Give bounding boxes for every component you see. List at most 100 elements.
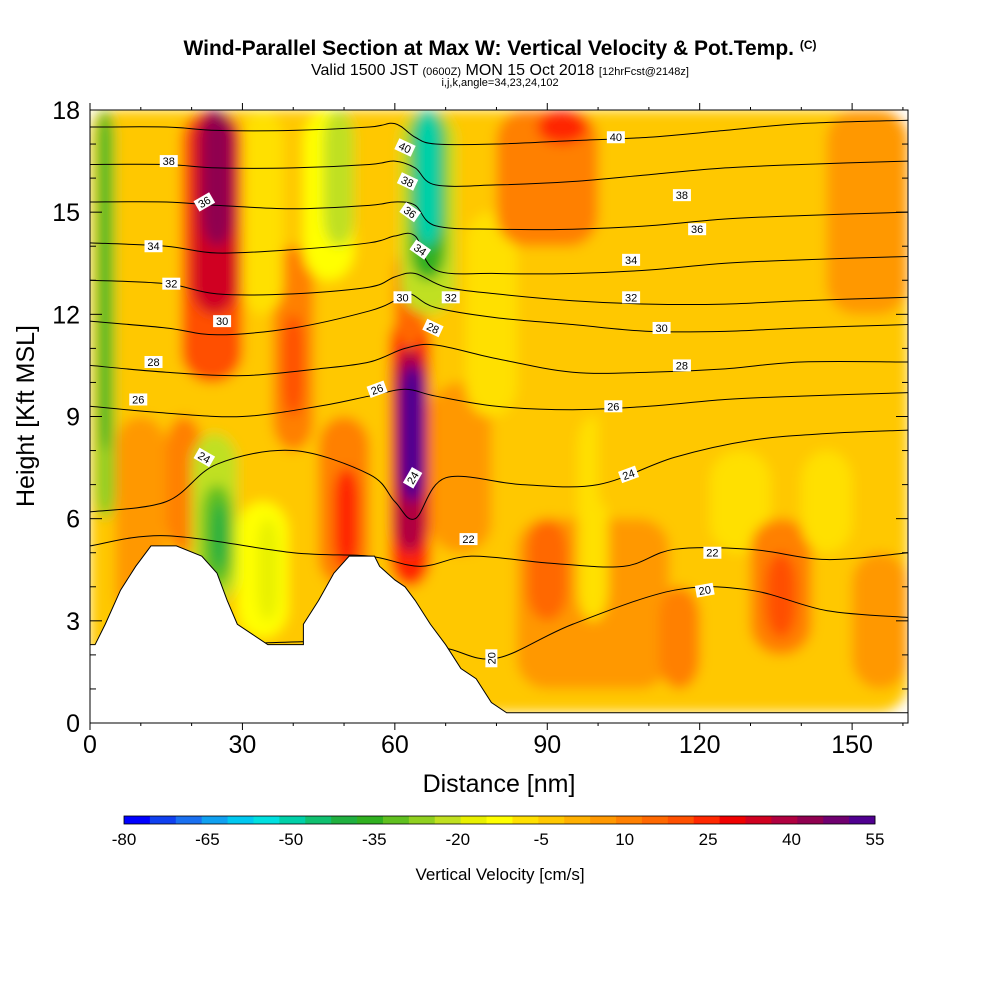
chart-title-mark: (C) [799,38,817,52]
subtitle-date: MON 15 Oct 2018 [465,62,595,79]
velocity-cell [826,110,908,315]
contour-label: 24 [618,465,640,484]
velocity-cell [765,552,797,638]
colorbar-swatch [331,816,358,824]
contour-label: 34 [144,240,163,253]
colorbar-swatch [124,816,151,824]
velocity-cell [399,365,426,502]
contour-label-text: 26 [370,382,386,397]
isentrope-line [90,388,908,418]
contour-label: 34 [409,239,432,260]
contour-label-text: 36 [197,195,214,212]
x-tick-label: 60 [381,731,409,759]
contour-label: 32 [162,277,181,291]
colorbar-tick-label: -35 [362,830,387,849]
contour-label: 28 [422,318,444,338]
contour-label: 26 [604,400,623,413]
contour-label: 20 [485,649,498,668]
velocity-cell [496,110,599,247]
contour-label-text: 26 [132,394,144,406]
colorbar-swatch [616,816,643,824]
colorbar-swatch [253,816,280,824]
contour-label: 36 [399,202,421,223]
velocity-cell [257,518,278,621]
colorbar-swatch [227,816,254,824]
contour-label: 22 [459,533,478,546]
velocity-cell [211,501,228,570]
y-tick-label: 15 [52,199,80,227]
velocity-cell [465,212,517,417]
contour-label-text: 20 [486,652,498,664]
contour-label: 26 [129,393,148,406]
chart-title: Wind-Parallel Section at Max W: Vertical… [0,37,1000,61]
colorbar-swatch [641,816,669,824]
y-tick-label: 9 [66,404,80,432]
x-tick-label: 0 [83,731,97,759]
colorbar-tick-label: 25 [699,830,718,849]
contour-label: 30 [393,291,412,304]
colorbar-swatch [849,816,876,824]
chart-title-text: Wind-Parallel Section at Max W: Vertical… [183,37,794,60]
terrain-mask [90,545,908,723]
contour-label: 24 [402,467,423,489]
colorbar-tick-label: -5 [534,830,549,849]
contour-label-text: 24 [196,450,213,467]
velocity-cell [333,467,360,570]
velocity-cell [283,314,304,417]
colorbar-swatch [201,816,228,824]
velocity-cell [354,110,395,417]
contour-label-text: 30 [216,316,228,328]
contour-label: 24 [193,447,216,468]
x-axis-label: Distance [nm] [423,770,576,798]
colorbar-swatch [797,816,824,824]
colorbar-swatch [512,816,539,824]
y-tick-label: 18 [52,97,80,125]
colorbar-frame [123,815,876,825]
contour-label: 28 [144,356,163,369]
colorbar-tick-label: 55 [866,830,885,849]
contour-label-text: 32 [445,292,457,304]
contour-label: 36 [193,192,216,212]
colorbar-swatch [175,816,203,824]
contour-label: 28 [672,359,691,372]
colorbar-tick-label: 40 [782,830,801,849]
x-tick-label: 120 [679,731,721,759]
contour-label: 22 [703,546,722,560]
colorbar-swatch [305,816,332,824]
x-tick-label: 150 [831,731,873,759]
contour-label: 38 [396,172,419,191]
colorbar-swatch [719,816,746,824]
colorbar-tick-label: 10 [615,830,634,849]
contour-label: 36 [688,223,707,236]
colorbar-swatch [823,816,850,824]
colorbar-swatch [590,816,617,824]
velocity-cell [659,586,700,689]
contour-label-text: 24 [621,468,637,483]
contour-label-text: 28 [676,360,688,372]
isentrope-line [90,293,908,336]
isentrope-line [90,232,908,275]
terrain [90,545,908,723]
colorbar-swatch [434,816,462,824]
colorbar-swatch [667,816,695,824]
velocity-cell [801,450,853,553]
colorbar-tick-label: -80 [112,830,137,849]
x-tick-label: 90 [533,731,561,759]
velocity-cell [201,110,233,247]
contour-label-text: 38 [399,174,415,190]
velocity-cell [526,518,568,621]
contour-label-text: 28 [147,357,159,369]
colorbar-swatch [564,816,591,824]
y-axis-label: Height [Kft MSL] [12,325,40,507]
contour-label: 26 [366,380,388,398]
contour-label-text: 40 [610,132,622,144]
contour-label-text: 30 [655,323,667,335]
contour-label-text: 22 [706,548,718,560]
y-tick-label: 6 [66,506,80,534]
colorbar-label: Vertical Velocity [cm/s] [415,865,584,884]
isentrope-line [90,535,908,568]
isentrope-line [90,201,908,231]
colorbar-tick-label: -65 [195,830,220,849]
